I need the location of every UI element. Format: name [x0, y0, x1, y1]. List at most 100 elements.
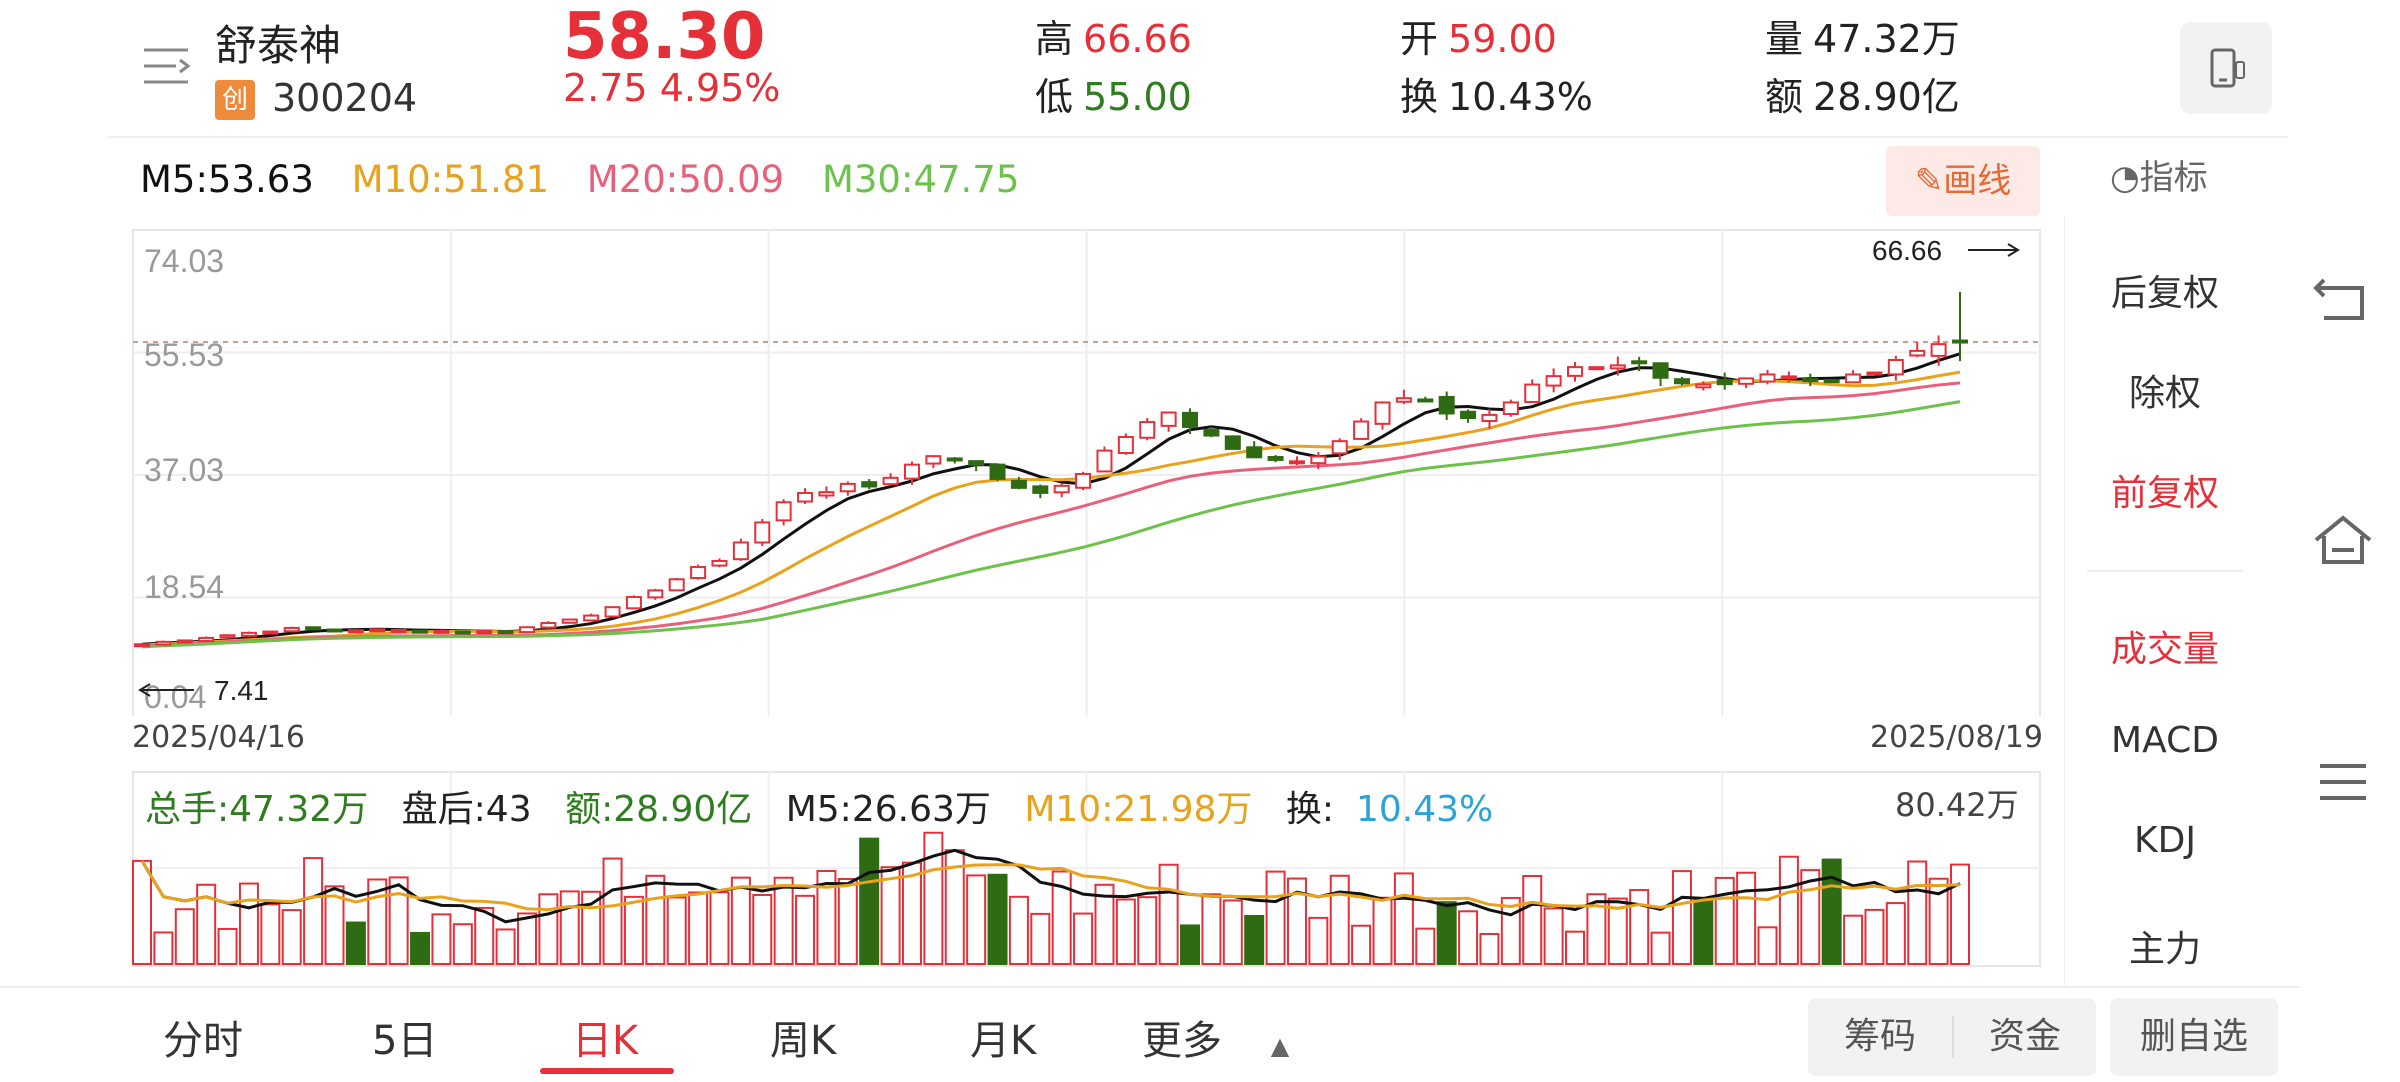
candle-body — [240, 631, 257, 637]
kline-y-label: 0.04 — [144, 679, 206, 715]
volume-bar — [1907, 860, 1928, 965]
rp-volume[interactable]: 成交量 — [2110, 629, 2219, 670]
kline-grid — [133, 230, 2040, 716]
tab-monthly-k[interactable]: 月K — [970, 1018, 1037, 1064]
rp-kdj[interactable]: KDJ — [2134, 820, 2196, 861]
volume-bar — [987, 873, 1008, 965]
rp-divider — [2087, 570, 2243, 572]
volume-bar — [1757, 926, 1778, 966]
candle-body — [390, 628, 407, 633]
candle-body — [497, 630, 514, 635]
candle-body — [1481, 413, 1498, 423]
period-tab-bar: 分时 5日 日K 周K 月K 更多 ▲ 筹码 资金 删自选 — [0, 986, 2300, 1082]
tab-5day[interactable]: 5日 — [372, 1018, 438, 1064]
ma5-label: M5:53.63 — [140, 158, 314, 201]
volume-ma5-line — [140, 848, 1961, 924]
funds-button[interactable]: 资金 — [1988, 1016, 2061, 1057]
rp-post-adjust[interactable]: 后复权 — [2110, 273, 2219, 314]
ma20-label: M20:50.09 — [586, 158, 785, 201]
candle-body — [1567, 366, 1584, 377]
menu-list-icon[interactable] — [140, 40, 192, 92]
candle-body — [1438, 395, 1455, 415]
volume-bar — [795, 894, 816, 965]
volume-bar — [1736, 871, 1757, 965]
candle-body — [1631, 360, 1648, 365]
volume-bar — [1864, 908, 1885, 966]
candle-body — [1288, 460, 1305, 465]
price-change: 2.75 4.95% — [563, 66, 781, 110]
volume-bar — [1543, 907, 1564, 966]
volume-turnover-label: 换: — [1285, 789, 1334, 830]
volume-bar — [1137, 896, 1158, 965]
pencil-icon: ✎ — [1914, 161, 1944, 201]
low-marker-label: 7.41 — [214, 675, 269, 706]
volume-ma-lines — [140, 848, 1961, 924]
volume-bar — [1522, 875, 1543, 965]
volume-turnover: 换: 10.43% — [1286, 789, 1515, 830]
candle-body — [347, 629, 364, 634]
candle-body — [412, 629, 429, 634]
candle-body — [1887, 359, 1904, 376]
volume-bar — [752, 893, 773, 965]
volume-bar — [688, 891, 709, 965]
rp-pre-adjust[interactable]: 前复权 — [2110, 473, 2219, 514]
candle-body — [1182, 411, 1199, 428]
device-switch-button[interactable] — [2180, 22, 2272, 114]
volume-label: 量 — [1765, 17, 1804, 61]
volume-bar — [132, 859, 152, 965]
indicator-button[interactable]: ◔指标 — [2110, 150, 2208, 199]
candle-body — [925, 455, 942, 465]
tab-weekly-k[interactable]: 周K — [770, 1018, 837, 1064]
candle-body — [1246, 446, 1263, 459]
low-value: 55.00 — [1083, 75, 1192, 119]
rp-ex-rights[interactable]: 除权 — [2128, 373, 2201, 414]
candle-body — [754, 521, 771, 544]
candle-body — [625, 596, 642, 610]
candle-body — [476, 630, 493, 635]
volume-bar — [1586, 893, 1607, 965]
tab-daily-k[interactable]: 日K — [572, 1018, 639, 1064]
candle-body — [1310, 455, 1327, 465]
volume-bar — [773, 876, 794, 965]
tab-intraday[interactable]: 分时 — [163, 1018, 243, 1064]
volume-bar — [367, 878, 388, 965]
board-badge: 创 — [215, 80, 255, 120]
candle-body — [1673, 378, 1690, 385]
candle-body — [1331, 440, 1348, 455]
remove-watchlist-button[interactable]: 删自选 — [2110, 998, 2278, 1076]
draw-line-label: 画线 — [1943, 161, 2012, 201]
volume-bar — [431, 913, 452, 965]
volume-bar — [153, 931, 174, 965]
volume-ma10-line — [140, 860, 1961, 912]
candle-body — [1460, 410, 1477, 420]
rp-main-force[interactable]: 主力 — [2128, 929, 2201, 970]
chips-button[interactable]: 筹码 — [1843, 1016, 1916, 1057]
turnover-stat: 换 10.43% — [1400, 66, 1593, 121]
phone-icon — [2210, 48, 2245, 88]
high-label: 高 — [1035, 17, 1074, 61]
candle-body — [861, 481, 878, 488]
candle-body — [1524, 383, 1541, 403]
candle-body — [433, 629, 450, 634]
volume-bar — [1030, 912, 1051, 965]
volume-bar — [1222, 899, 1243, 965]
volume-amount: 额:28.90亿 — [565, 789, 753, 830]
gauge-icon: ◔ — [2110, 158, 2140, 198]
volume-bar — [730, 876, 751, 965]
back-icon[interactable] — [2310, 270, 2376, 330]
recent-apps-icon[interactable] — [2310, 752, 2376, 812]
candle-body — [1417, 398, 1434, 403]
tab-more[interactable]: 更多 ▲ — [1142, 1008, 1289, 1066]
volume-chart[interactable] — [130, 770, 2050, 970]
candle-body — [1374, 401, 1391, 425]
date-start: 2025/04/16 — [132, 720, 305, 755]
draw-line-button[interactable]: ✎画线 — [1886, 146, 2040, 216]
home-icon[interactable] — [2310, 510, 2376, 570]
high-value: 66.66 — [1083, 17, 1192, 61]
candle-body — [647, 589, 664, 599]
candle-body — [1930, 343, 1947, 357]
rp-macd[interactable]: MACD — [2111, 720, 2219, 761]
header-divider — [108, 136, 2288, 138]
volume-bar — [1094, 883, 1115, 965]
